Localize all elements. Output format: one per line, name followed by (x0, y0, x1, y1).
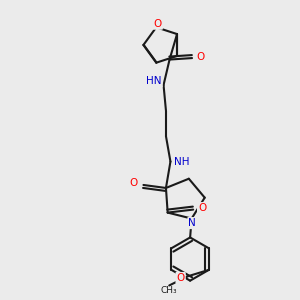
Text: O: O (130, 178, 138, 188)
Text: O: O (176, 273, 185, 283)
Text: O: O (198, 203, 206, 213)
Text: N: N (188, 218, 196, 228)
Text: CH₃: CH₃ (161, 286, 178, 296)
Text: O: O (196, 52, 205, 61)
Text: HN: HN (146, 76, 162, 86)
Text: NH: NH (174, 157, 190, 166)
Text: O: O (154, 19, 162, 29)
